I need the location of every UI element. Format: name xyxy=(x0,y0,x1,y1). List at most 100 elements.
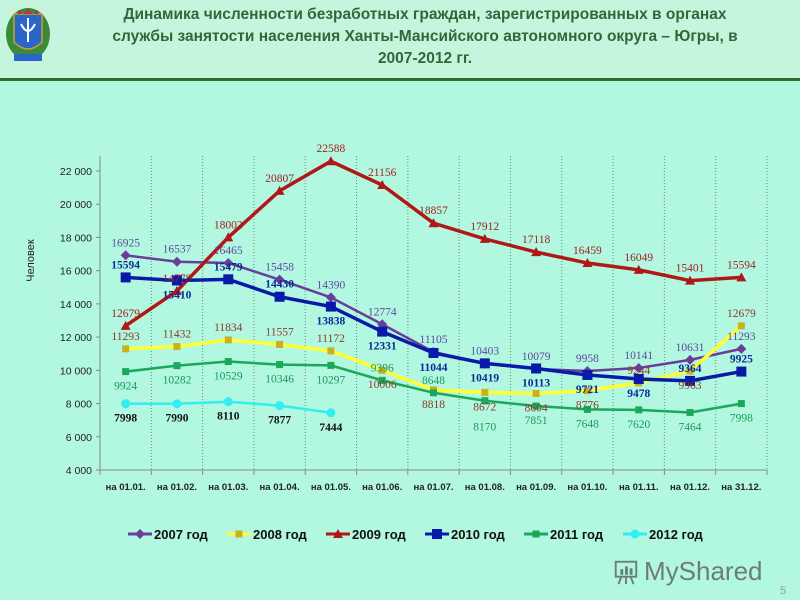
data-label: 11432 xyxy=(163,329,192,341)
data-point xyxy=(173,343,181,351)
legend-label: 2008 год xyxy=(253,527,308,542)
data-label: 18857 xyxy=(419,205,448,217)
data-point xyxy=(685,375,696,386)
data-label: 10282 xyxy=(163,375,192,387)
data-label: 15594 xyxy=(111,259,140,271)
y-tick-label: 10 000 xyxy=(60,365,92,377)
data-label: 7444 xyxy=(319,422,342,434)
x-tick-label: на 01.11. xyxy=(619,482,659,493)
watermark-text: MyShared xyxy=(644,556,763,586)
data-point xyxy=(121,399,131,409)
data-point xyxy=(377,180,388,190)
data-point xyxy=(276,361,284,369)
data-label: 7998 xyxy=(730,413,753,425)
data-point xyxy=(736,272,747,282)
data-point xyxy=(120,320,131,330)
data-label: 10079 xyxy=(522,351,551,363)
x-tick-label: на 01.07. xyxy=(413,482,453,493)
data-label: 17912 xyxy=(470,221,499,233)
data-label: 16049 xyxy=(624,252,653,264)
data-point xyxy=(582,258,593,268)
data-point xyxy=(532,402,540,410)
data-label: 15401 xyxy=(676,263,705,275)
data-label: 15594 xyxy=(727,259,756,271)
y-axis-label: Человек xyxy=(25,239,37,282)
data-point xyxy=(633,374,644,385)
data-point xyxy=(171,256,182,267)
data-label: 12774 xyxy=(368,306,397,318)
data-point xyxy=(633,362,644,373)
data-label: 7998 xyxy=(114,413,137,425)
data-label: 21156 xyxy=(368,167,397,179)
data-point xyxy=(582,369,593,380)
data-label: 16925 xyxy=(111,237,140,249)
data-label: 11105 xyxy=(420,334,448,346)
data-label: 11293 xyxy=(111,331,140,343)
y-tick-label: 6 000 xyxy=(66,432,92,444)
data-label: 9721 xyxy=(576,384,599,396)
legend-label: 2011 год xyxy=(550,527,604,542)
data-point xyxy=(223,397,233,407)
data-label: 9925 xyxy=(730,354,753,366)
data-point xyxy=(736,366,747,377)
data-label: 8170 xyxy=(473,422,496,434)
data-label: 10403 xyxy=(470,346,499,358)
data-point xyxy=(135,529,145,539)
data-point xyxy=(428,218,439,228)
y-tick-label: 4 000 xyxy=(66,465,92,477)
data-point xyxy=(479,233,490,243)
data-point xyxy=(275,401,285,411)
data-label: 16537 xyxy=(163,244,192,256)
data-label: 10141 xyxy=(624,350,653,362)
data-label: 11557 xyxy=(265,326,294,338)
data-label: 7990 xyxy=(165,413,188,425)
data-point xyxy=(325,301,336,312)
data-point xyxy=(224,336,232,344)
data-point xyxy=(223,257,234,268)
data-label: 9924 xyxy=(114,381,137,393)
data-label: 7464 xyxy=(679,421,702,433)
data-point xyxy=(428,347,439,358)
y-tick-label: 18 000 xyxy=(60,232,92,244)
data-point xyxy=(223,232,234,242)
data-point xyxy=(325,156,336,166)
data-point xyxy=(531,363,542,374)
x-tick-label: на 01.03. xyxy=(208,482,248,493)
data-point xyxy=(686,408,694,416)
data-point xyxy=(120,272,131,283)
data-point xyxy=(737,322,745,330)
data-point xyxy=(635,406,643,414)
data-point xyxy=(224,358,232,366)
data-point xyxy=(172,399,182,409)
data-label: 9364 xyxy=(679,363,702,375)
data-point xyxy=(583,405,591,413)
data-point xyxy=(432,529,442,539)
data-label: 15458 xyxy=(265,262,294,274)
slide-header: Динамика численности безработных граждан… xyxy=(0,0,800,81)
x-tick-label: на 31.12. xyxy=(721,482,761,493)
y-tick-label: 16 000 xyxy=(60,266,92,278)
line-chart: 4 000 6 000 8 000 10 000 12 000 14 000 16 000 1… xyxy=(25,143,768,542)
data-point xyxy=(479,358,490,369)
data-label: 8672 xyxy=(473,401,496,413)
data-label: 20807 xyxy=(265,173,294,185)
data-label: 10529 xyxy=(214,371,243,383)
data-point xyxy=(327,347,335,355)
legend-label: 2009 год xyxy=(352,527,407,542)
data-label: 9244 xyxy=(627,365,650,377)
data-label: 7877 xyxy=(268,415,291,427)
data-point xyxy=(686,367,694,375)
data-point xyxy=(122,368,130,376)
data-label: 14778 xyxy=(163,273,192,285)
y-tick-label: 20 000 xyxy=(60,199,92,211)
data-label: 7620 xyxy=(627,419,650,431)
data-point xyxy=(333,529,343,538)
data-label: 10419 xyxy=(470,372,499,384)
data-point xyxy=(685,354,696,365)
data-label: 8776 xyxy=(576,400,599,412)
data-point xyxy=(378,376,386,384)
data-label: 8648 xyxy=(422,375,445,387)
x-tick-label: на 01.12. xyxy=(670,482,710,493)
series-line-2009 xyxy=(124,159,742,328)
data-label: 11044 xyxy=(419,362,447,374)
